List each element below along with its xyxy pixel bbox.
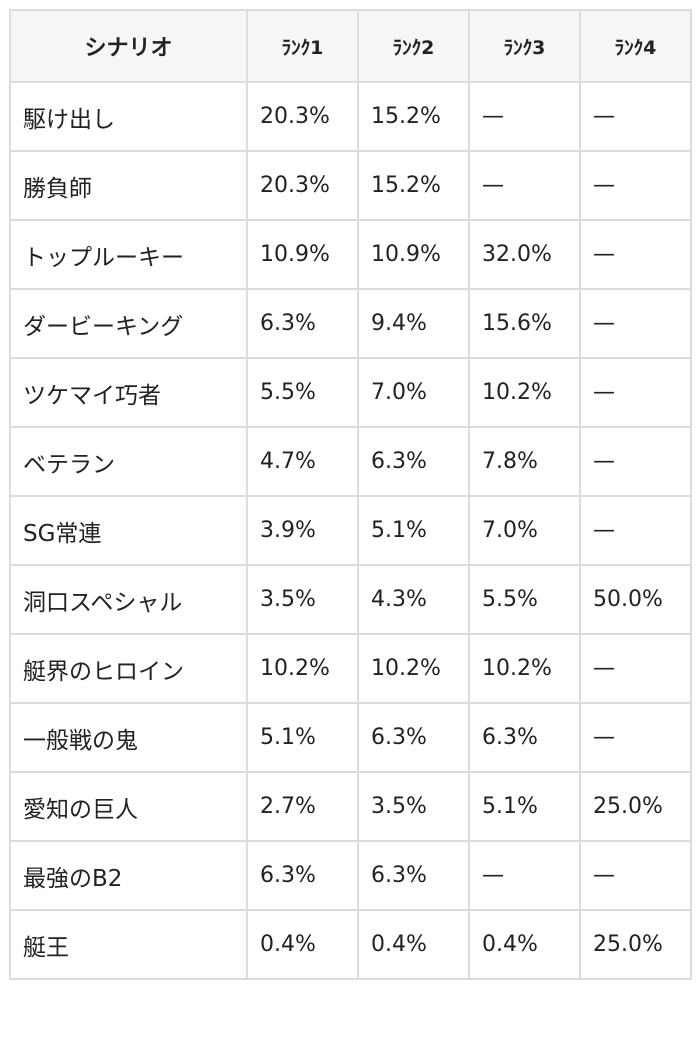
rank-1-cell: 10.2% (246, 633, 359, 704)
table-row: 艇王 0.4% 0.4% 0.4% 25.0% (9, 909, 692, 980)
table-header: シナリオ ﾗﾝｸ1 ﾗﾝｸ2 ﾗﾝｸ3 ﾗﾝｸ4 (9, 9, 692, 83)
rank-1-cell: 3.9% (246, 495, 359, 566)
header-rank-2: ﾗﾝｸ2 (357, 9, 470, 83)
rank-3-cell: 0.4% (468, 909, 581, 980)
rank-2-cell: 6.3% (357, 426, 470, 497)
scenario-name-cell: 洞口スペシャル (9, 564, 248, 635)
rank-2-cell: 7.0% (357, 357, 470, 428)
scenario-name-cell: ベテラン (9, 426, 248, 497)
rank-3-cell: 7.0% (468, 495, 581, 566)
header-rank-4: ﾗﾝｸ4 (579, 9, 692, 83)
rank-4-cell: — (579, 426, 692, 497)
table-row: 勝負師 20.3% 15.2% — — (9, 150, 692, 221)
table-row: ツケマイ巧者 5.5% 7.0% 10.2% — (9, 357, 692, 428)
table-body: 駆け出し 20.3% 15.2% — — 勝負師 20.3% 15.2% — —… (9, 81, 692, 980)
scenario-name-cell: SG常連 (9, 495, 248, 566)
rank-1-cell: 0.4% (246, 909, 359, 980)
table-row: 愛知の巨人 2.7% 3.5% 5.1% 25.0% (9, 771, 692, 842)
rank-2-cell: 6.3% (357, 840, 470, 911)
rank-1-cell: 20.3% (246, 81, 359, 152)
rank-1-cell: 20.3% (246, 150, 359, 221)
rank-2-cell: 9.4% (357, 288, 470, 359)
table-row: 洞口スペシャル 3.5% 4.3% 5.5% 50.0% (9, 564, 692, 635)
rank-3-cell: 7.8% (468, 426, 581, 497)
rank-3-cell: — (468, 840, 581, 911)
table-row: 最強のB2 6.3% 6.3% — — (9, 840, 692, 911)
header-scenario: シナリオ (9, 9, 248, 83)
rank-2-cell: 4.3% (357, 564, 470, 635)
rank-2-cell: 15.2% (357, 81, 470, 152)
rank-4-cell: — (579, 81, 692, 152)
rank-3-cell: 6.3% (468, 702, 581, 773)
rank-2-cell: 0.4% (357, 909, 470, 980)
header-rank-1: ﾗﾝｸ1 (246, 9, 359, 83)
rank-1-cell: 4.7% (246, 426, 359, 497)
rank-3-cell: 10.2% (468, 357, 581, 428)
scenario-name-cell: トップルーキー (9, 219, 248, 290)
rank-1-cell: 3.5% (246, 564, 359, 635)
table-row: 一般戦の鬼 5.1% 6.3% 6.3% — (9, 702, 692, 773)
rank-2-cell: 6.3% (357, 702, 470, 773)
rank-4-cell: 25.0% (579, 771, 692, 842)
scenario-name-cell: 艇王 (9, 909, 248, 980)
rank-3-cell: 5.1% (468, 771, 581, 842)
rank-4-cell: — (579, 702, 692, 773)
rank-4-cell: 50.0% (579, 564, 692, 635)
rank-1-cell: 5.1% (246, 702, 359, 773)
rank-1-cell: 10.9% (246, 219, 359, 290)
header-row: シナリオ ﾗﾝｸ1 ﾗﾝｸ2 ﾗﾝｸ3 ﾗﾝｸ4 (9, 9, 692, 83)
scenario-name-cell: 最強のB2 (9, 840, 248, 911)
rank-2-cell: 10.2% (357, 633, 470, 704)
rank-1-cell: 2.7% (246, 771, 359, 842)
scenario-rank-table: シナリオ ﾗﾝｸ1 ﾗﾝｸ2 ﾗﾝｸ3 ﾗﾝｸ4 駆け出し 20.3% 15.2… (9, 9, 692, 980)
scenario-name-cell: ツケマイ巧者 (9, 357, 248, 428)
rank-4-cell: — (579, 633, 692, 704)
scenario-name-cell: 一般戦の鬼 (9, 702, 248, 773)
rank-1-cell: 6.3% (246, 288, 359, 359)
rank-2-cell: 10.9% (357, 219, 470, 290)
table-row: 駆け出し 20.3% 15.2% — — (9, 81, 692, 152)
rank-3-cell: 10.2% (468, 633, 581, 704)
rank-4-cell: — (579, 219, 692, 290)
scenario-name-cell: 勝負師 (9, 150, 248, 221)
rank-2-cell: 5.1% (357, 495, 470, 566)
rank-4-cell: — (579, 150, 692, 221)
rank-4-cell: 25.0% (579, 909, 692, 980)
scenario-name-cell: ダービーキング (9, 288, 248, 359)
rank-4-cell: — (579, 495, 692, 566)
table-row: SG常連 3.9% 5.1% 7.0% — (9, 495, 692, 566)
rank-1-cell: 6.3% (246, 840, 359, 911)
table-row: 艇界のヒロイン 10.2% 10.2% 10.2% — (9, 633, 692, 704)
rank-3-cell: 15.6% (468, 288, 581, 359)
rank-4-cell: — (579, 840, 692, 911)
scenario-name-cell: 愛知の巨人 (9, 771, 248, 842)
scenario-rank-table-container: シナリオ ﾗﾝｸ1 ﾗﾝｸ2 ﾗﾝｸ3 ﾗﾝｸ4 駆け出し 20.3% 15.2… (9, 9, 692, 980)
header-rank-3: ﾗﾝｸ3 (468, 9, 581, 83)
rank-3-cell: — (468, 81, 581, 152)
rank-2-cell: 15.2% (357, 150, 470, 221)
table-row: ベテラン 4.7% 6.3% 7.8% — (9, 426, 692, 497)
rank-4-cell: — (579, 357, 692, 428)
rank-1-cell: 5.5% (246, 357, 359, 428)
rank-2-cell: 3.5% (357, 771, 470, 842)
rank-3-cell: — (468, 150, 581, 221)
table-row: トップルーキー 10.9% 10.9% 32.0% — (9, 219, 692, 290)
rank-3-cell: 5.5% (468, 564, 581, 635)
rank-3-cell: 32.0% (468, 219, 581, 290)
scenario-name-cell: 艇界のヒロイン (9, 633, 248, 704)
scenario-name-cell: 駆け出し (9, 81, 248, 152)
rank-4-cell: — (579, 288, 692, 359)
table-row: ダービーキング 6.3% 9.4% 15.6% — (9, 288, 692, 359)
